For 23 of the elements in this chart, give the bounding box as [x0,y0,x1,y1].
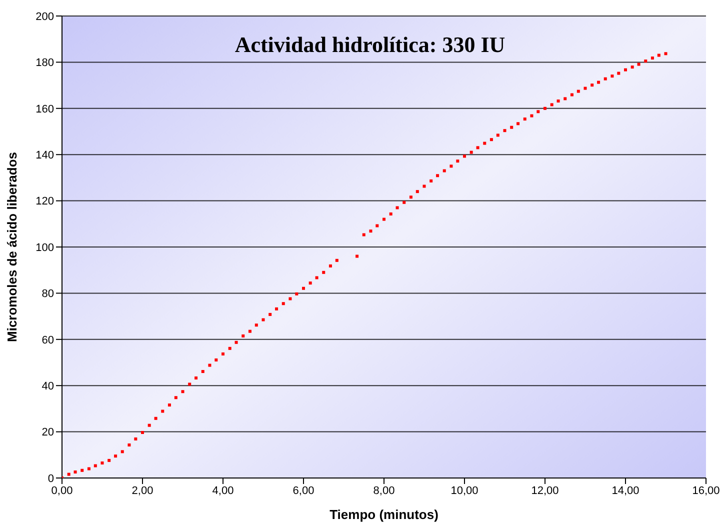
y-tick-label: 100 [36,242,54,254]
y-tick-label: 180 [36,57,54,70]
y-tick-label: 0 [48,472,54,485]
x-tick-label: 0,00 [51,484,73,497]
x-axis-title: Tiempo (minutos) [330,507,438,522]
y-axis-title: Micromoles de ácido liberados [4,152,20,342]
x-tick-label: 14,00 [612,484,640,497]
x-tick-label: 2,00 [132,484,154,497]
x-tick-label: 8,00 [373,484,395,497]
y-tick-label: 60 [42,334,54,346]
y-tick-label: 120 [36,196,54,208]
y-tick-label: 40 [42,380,54,393]
y-tick-label: 200 [36,10,54,23]
x-tick-label: 6,00 [292,484,314,497]
text: Actividad hidrolítica: 330 IU [234,32,506,58]
y-tick-label: 80 [42,288,54,300]
x-tick-label: 16,00 [692,484,720,497]
y-tick-label: 20 [42,426,54,439]
y-tick-label: 160 [36,103,54,116]
x-tick-label: 12,00 [531,484,559,497]
x-tick-label: 10,00 [450,484,478,497]
x-tick-label: 4,00 [212,484,234,497]
y-tick-label: 140 [36,150,54,162]
